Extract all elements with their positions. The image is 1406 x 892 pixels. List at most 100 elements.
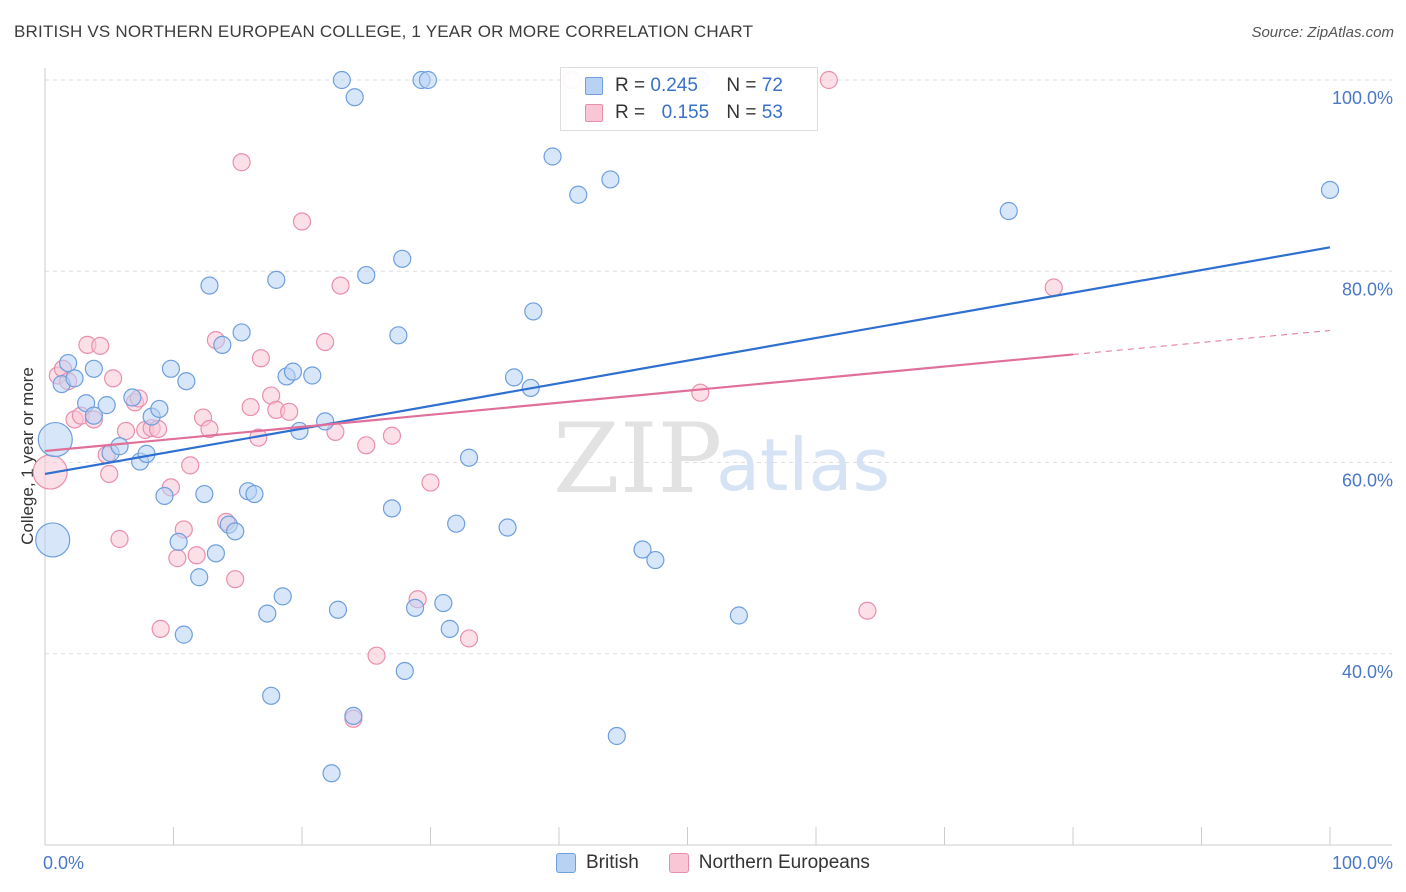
data-points — [32, 70, 1340, 783]
british-trend-line — [44, 246, 1331, 476]
northern-point — [382, 426, 402, 445]
british-point — [524, 302, 543, 321]
x-tick-label: 0.0% — [43, 853, 84, 873]
british-point — [322, 764, 341, 783]
british-point — [59, 353, 78, 373]
n-label: N = — [726, 102, 757, 123]
x-tick-label: 100.0% — [1332, 853, 1393, 873]
northern-point — [116, 421, 136, 441]
british-point — [459, 448, 479, 467]
northern-trend-line — [44, 353, 1074, 453]
british-point — [316, 412, 335, 431]
northern-point — [151, 619, 170, 638]
northern-point — [1044, 278, 1063, 297]
british-point — [123, 388, 142, 407]
british-point — [84, 406, 103, 425]
tick-labels: 40.0% 60.0% 80.0% 100.0% 0.0% 100.0% — [43, 88, 1393, 873]
british-point — [601, 170, 620, 189]
british-point — [137, 444, 156, 463]
legend-item-northern-europeans[interactable]: Northern Europeans — [668, 852, 870, 874]
y-tick-label: 60.0% — [1342, 471, 1393, 491]
northern-point — [292, 212, 312, 231]
british-point — [1320, 180, 1340, 200]
british-point — [303, 366, 322, 385]
northern-point — [200, 419, 219, 439]
r-value: 0.245 — [650, 75, 698, 96]
british-point — [633, 540, 652, 559]
northern-point — [280, 402, 299, 421]
british-point — [345, 88, 364, 107]
british-point — [332, 70, 351, 90]
british-point — [37, 421, 73, 458]
r-label: R = — [615, 75, 646, 96]
british-point — [232, 323, 251, 342]
source-label: Source: ZipAtlas.com — [1251, 24, 1394, 41]
british-point — [498, 518, 517, 537]
british-point — [283, 362, 303, 381]
british-point — [382, 499, 402, 518]
watermark-zip: ZIP — [553, 403, 722, 515]
northern-point — [421, 473, 440, 492]
british-point — [999, 201, 1018, 221]
stats-legend: R = 0.245 N = 72 R = 0.155 N = 53 — [560, 67, 818, 131]
british-point — [395, 661, 414, 681]
british-point — [161, 359, 181, 378]
british-point — [226, 522, 245, 541]
british-point — [418, 70, 438, 90]
british-point — [267, 270, 286, 289]
british-point — [607, 726, 626, 746]
british-point — [177, 372, 196, 391]
northern-point — [367, 646, 386, 665]
stats-row-british: R = 0.245 N = 72 — [585, 74, 783, 98]
british-point — [150, 399, 169, 419]
northern-swatch — [585, 104, 603, 122]
northern-point — [691, 383, 710, 402]
british-point — [273, 587, 292, 606]
british-swatch — [556, 853, 576, 873]
british-point — [35, 522, 71, 558]
northern-trend-extension — [1072, 330, 1331, 355]
y-tick-label: 80.0% — [1342, 279, 1393, 299]
r-value: 0.155 — [661, 102, 710, 123]
northern-point — [241, 397, 260, 417]
british-point — [190, 568, 209, 587]
r-label: R = — [615, 102, 646, 123]
stats-row-northern: R = 0.155 N = 53 — [585, 101, 783, 125]
northern-point — [858, 601, 877, 620]
legend-item-british[interactable]: British — [556, 852, 639, 874]
british-point — [543, 147, 562, 166]
legend-label-northern-europeans: Northern Europeans — [698, 852, 870, 873]
british-point — [393, 249, 412, 268]
british-point — [344, 706, 363, 726]
northern-point — [232, 153, 251, 172]
british-point — [169, 532, 188, 551]
british-point — [213, 335, 232, 354]
british-point — [174, 625, 193, 644]
northern-point — [181, 456, 200, 475]
british-point — [258, 604, 277, 623]
northern-point — [459, 629, 479, 648]
british-point — [434, 593, 453, 613]
british-point — [440, 619, 459, 638]
british-point — [200, 276, 219, 295]
series-legend: British Northern Europeans — [556, 852, 900, 874]
british-point — [405, 598, 425, 617]
n-value: 53 — [761, 102, 783, 123]
british-point — [447, 514, 466, 533]
n-label: N = — [726, 75, 757, 96]
northern-point — [104, 369, 123, 388]
british-point — [504, 368, 524, 387]
british-point — [110, 437, 129, 456]
british-point — [646, 550, 665, 570]
watermark-atlas: atlas — [716, 423, 890, 507]
british-point — [357, 265, 376, 285]
northern-point — [251, 349, 270, 368]
northern-point — [819, 70, 838, 90]
british-point — [206, 544, 226, 563]
british-point — [569, 185, 588, 204]
british-point — [84, 359, 103, 378]
legend-label-british: British — [586, 852, 639, 873]
british-point — [245, 484, 264, 504]
northern-point — [187, 546, 206, 565]
